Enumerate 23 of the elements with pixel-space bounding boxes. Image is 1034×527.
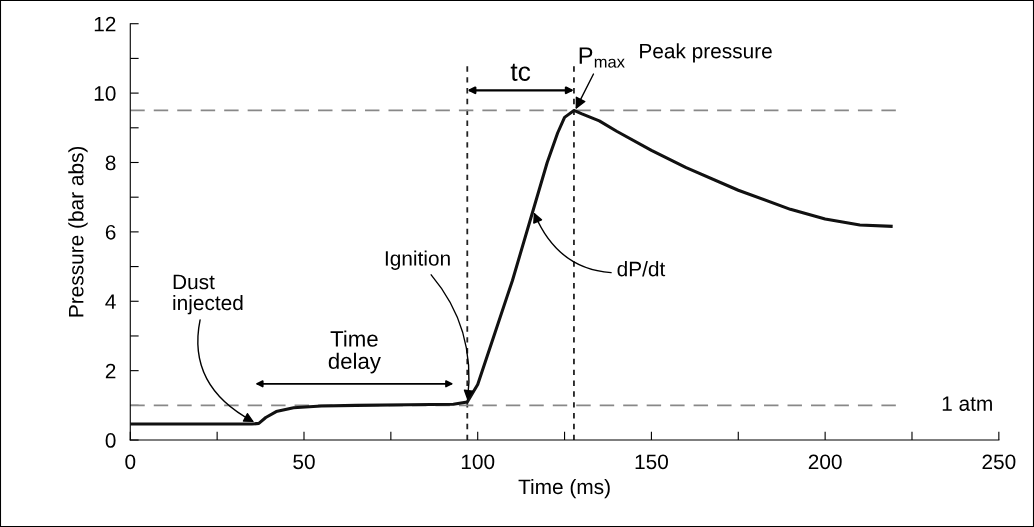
annotation: Peak pressure [640,43,772,63]
x-tick-label: 0 [125,454,136,470]
x-tick-label: 150 [635,454,668,470]
x-tick-label: 200 [808,454,842,470]
x-tick-label: 50 [293,454,315,470]
annotation: Ignition [385,250,450,270]
annotation: tc [510,63,531,81]
y-tick-label: 4 [105,294,116,309]
y-tick-label: 2 [105,363,116,379]
annotation: dP/dt [617,261,666,277]
y-tick-label: 6 [105,224,116,240]
annotation: P$_{max}$ [579,47,625,68]
annotation: Time delay [328,330,381,374]
annotation: Dust injected [173,274,243,315]
x-axis-title: Time (ms) [518,478,610,499]
y-tick-label: 8 [105,155,116,171]
y-tick-label: 0 [105,433,116,448]
y-tick-label: 10 [94,86,116,101]
ref-line-label: 1 atm [942,396,992,411]
x-tick-label: 250 [982,454,1016,470]
y-tick-label: 12 [94,16,116,32]
x-tick-label: 100 [461,454,495,470]
y-axis-title: Pressure (bar abs) [68,146,88,317]
